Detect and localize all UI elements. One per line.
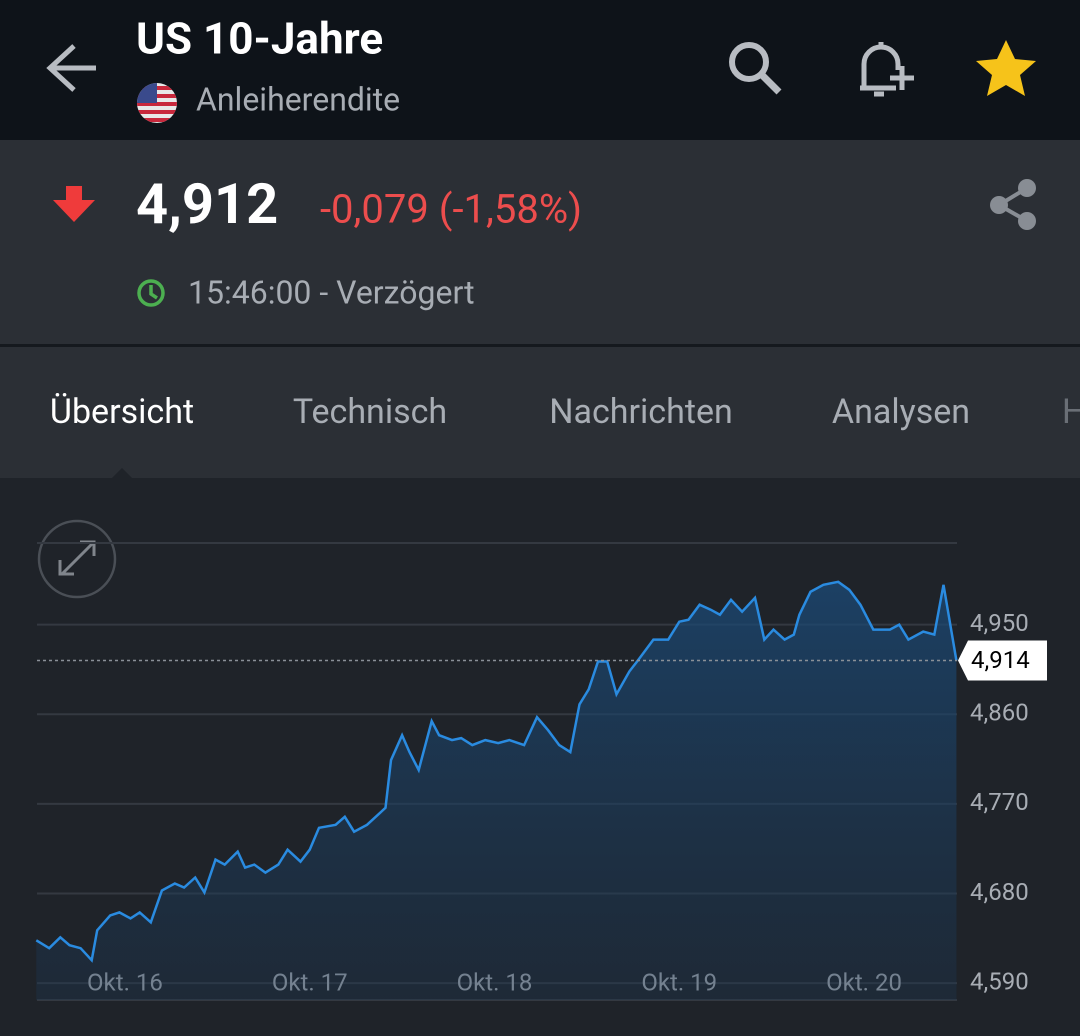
price: 4,912 (136, 171, 278, 237)
y-tick-label: 4,770 (970, 788, 1029, 816)
alert-button[interactable] (860, 42, 914, 97)
search-button[interactable] (729, 42, 782, 95)
divider (0, 344, 1080, 347)
share-button[interactable] (990, 179, 1036, 230)
timestamp: 15:46:00 - Verzögert (188, 273, 475, 311)
tab-indicator (112, 468, 132, 478)
subtitle: Anleiherendite (196, 80, 400, 118)
y-tick-label: 4,860 (970, 699, 1029, 727)
area (36, 581, 957, 1000)
tab[interactable]: Technisch (293, 392, 447, 432)
tab[interactable]: Nachrichten (549, 392, 733, 432)
back-button[interactable] (46, 44, 96, 92)
favorite-button[interactable] (976, 40, 1036, 96)
tab[interactable]: Analysen (832, 392, 970, 432)
y-tick-label: 4,680 (970, 878, 1029, 906)
tab[interactable]: H (1062, 392, 1080, 432)
down-arrow (53, 186, 95, 222)
last-value-box (958, 640, 1047, 681)
tab-bar (0, 347, 1080, 478)
us-flag (137, 83, 177, 123)
tab[interactable]: Übersicht (50, 392, 194, 432)
line (35, 580, 958, 963)
title: US 10-Jahre (136, 13, 383, 65)
expand-button[interactable] (37, 519, 117, 599)
y-tick-label: 4,950 (970, 609, 1029, 637)
quote-panel (0, 140, 1080, 345)
price-change: -0,079 (-1,58%) (320, 186, 582, 233)
clock-icon (137, 279, 165, 307)
y-tick-label: 4,590 (970, 967, 1029, 995)
last-value-label: 4,914 (971, 646, 1030, 674)
